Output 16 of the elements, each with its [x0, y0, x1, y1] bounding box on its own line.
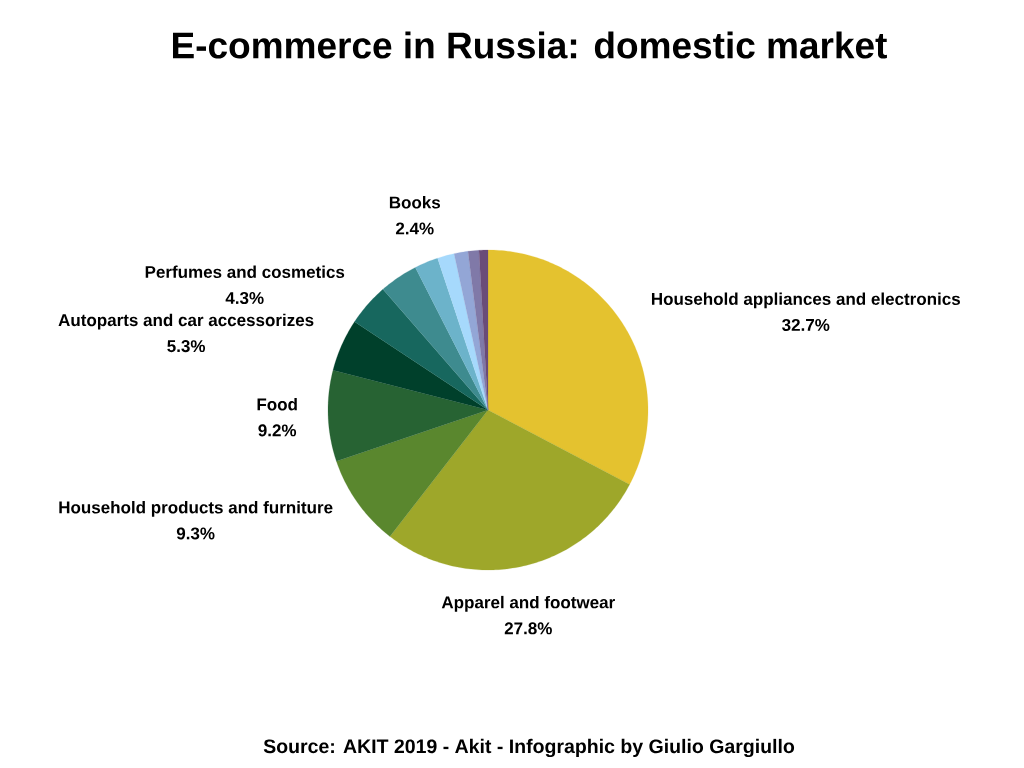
data-label: 32.7% — [782, 318, 830, 331]
slice-label: Autoparts and car accessorizes — [58, 313, 314, 330]
data-label: 27.8% — [504, 622, 552, 635]
slice-label: Perfumes and cosmetics — [145, 265, 345, 279]
slice-label: Food — [257, 397, 297, 411]
data-label: 5.3% — [167, 340, 206, 353]
data-label: 4.3% — [225, 291, 264, 305]
slice-label: Apparel and footwear — [441, 595, 615, 612]
data-label: 9.2% — [258, 424, 297, 437]
chart-title: E-commerce in Russia: domestic market — [172, 31, 887, 59]
source-note: Source: AKIT 2019 - Akit - Infographic by Giulio Gargiullo — [263, 738, 795, 758]
slice-label: Household appliances and electronics — [651, 292, 960, 309]
slice-label: Household products and furniture — [59, 500, 333, 517]
data-label: 9.3% — [176, 527, 215, 540]
slice-label: Books — [389, 196, 441, 209]
data-label: 2.4% — [395, 222, 434, 235]
